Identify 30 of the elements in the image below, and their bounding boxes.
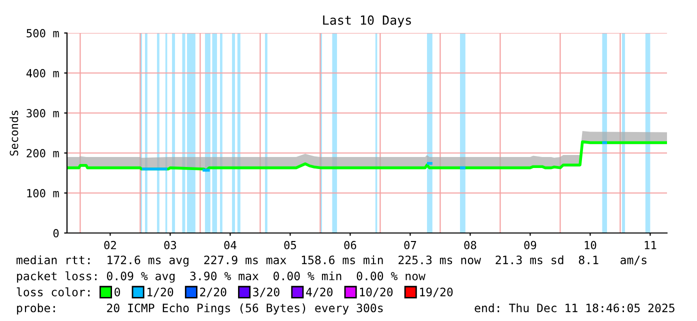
legend-label: 3/20 xyxy=(253,288,280,298)
y-tick-label: 500 m xyxy=(26,29,59,38)
x-tick-label: 02 xyxy=(104,240,116,250)
x-tick-label: 09 xyxy=(524,240,536,250)
legend-title: loss color: xyxy=(16,287,90,296)
y-tick-label: 0 xyxy=(53,229,59,238)
y-tick-label: 200 m xyxy=(26,149,59,158)
legend-label: 2/20 xyxy=(200,288,226,298)
text: probe: 20 ICMP Echo Pings (56 Bytes) every 300s end: Thu Dec 11 18:46:05 2025 xyxy=(17,303,674,315)
y-tick-label: 100 m xyxy=(27,189,59,198)
y-tick-label: 400 m xyxy=(26,69,59,78)
x-tick-label: 10 xyxy=(584,240,596,250)
y-tick-label: 300 m xyxy=(26,109,59,118)
x-tick-label: 08 xyxy=(464,240,476,250)
x-tick-label: 03 xyxy=(164,240,176,250)
legend-label: 19/20 xyxy=(420,288,453,298)
x-tick-label: 05 xyxy=(284,240,296,250)
x-tick-label: 07 xyxy=(404,240,416,250)
x-tick-label: 04 xyxy=(224,240,236,250)
legend-label: 0 xyxy=(114,288,120,296)
chart-title: Last 10 Days xyxy=(323,15,411,28)
legend-label: 1/20 xyxy=(148,288,174,298)
legend-label: 10/20 xyxy=(360,288,393,298)
line-series xyxy=(67,140,667,172)
x-tick-label: 11 xyxy=(644,241,656,250)
text: packet loss: 0.09 % avg 3.90 % max 0.00 % min 0.00 % now xyxy=(17,271,426,283)
text: median rtt: 172.6 ms avg 227.9 ms max 158.6 ms min 225.3 ms now 21.3 ms sd 8.1 am/s xyxy=(16,255,646,267)
y-axis-title: Seconds xyxy=(10,110,18,156)
x-tick-label: 06 xyxy=(344,240,356,250)
legend-label: 4/20 xyxy=(306,288,333,298)
